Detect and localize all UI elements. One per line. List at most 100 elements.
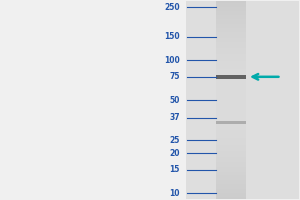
Bar (216, 116, 246, 117)
Bar (216, 18, 246, 19)
Bar (216, 179, 246, 180)
Bar (216, 190, 246, 191)
Bar (216, 89, 246, 90)
Bar (216, 124, 246, 125)
Bar (216, 17, 246, 18)
Bar (216, 23, 246, 24)
Bar (216, 102, 246, 103)
Bar (216, 192, 246, 193)
Bar (216, 22, 246, 23)
Bar (216, 21, 246, 22)
Bar (216, 34, 246, 35)
Bar (216, 111, 246, 112)
Bar (216, 87, 246, 88)
Bar (216, 149, 246, 150)
Bar (216, 166, 246, 167)
Bar (216, 98, 246, 99)
Bar (216, 154, 246, 155)
Bar (216, 169, 246, 170)
Bar (216, 47, 246, 48)
Bar (216, 35, 246, 36)
Bar (216, 70, 246, 71)
Bar (216, 137, 246, 138)
Bar (216, 9, 246, 10)
Bar (216, 67, 246, 68)
Bar (216, 148, 246, 149)
Bar (216, 92, 246, 93)
Bar (216, 5, 246, 6)
Bar (216, 165, 246, 166)
Bar (216, 195, 246, 196)
Bar (216, 105, 246, 106)
Bar (216, 57, 246, 58)
Bar (216, 140, 246, 141)
Bar (216, 43, 246, 44)
Bar (216, 51, 246, 52)
Bar (216, 33, 246, 34)
Bar (216, 72, 246, 73)
Bar (216, 88, 246, 89)
Bar (216, 90, 246, 91)
Bar (216, 175, 246, 176)
Bar (216, 28, 246, 29)
Bar (216, 95, 246, 96)
Bar (216, 178, 246, 179)
Bar (216, 181, 246, 182)
Bar (216, 1, 246, 2)
Text: 50: 50 (169, 96, 180, 105)
Bar (216, 104, 246, 105)
Bar (216, 185, 246, 186)
Bar (216, 77, 246, 78)
Bar (216, 153, 246, 154)
Bar (216, 8, 246, 9)
Bar (216, 58, 246, 59)
Bar (216, 36, 246, 37)
Bar (216, 110, 246, 111)
Bar (216, 86, 246, 87)
Bar (216, 198, 246, 199)
Text: 75: 75 (169, 72, 180, 81)
Bar (216, 2, 246, 3)
Bar (216, 15, 246, 16)
Bar (216, 46, 246, 47)
Bar (216, 133, 246, 134)
Bar (216, 144, 246, 145)
Bar (216, 54, 246, 55)
Text: 100: 100 (164, 56, 180, 65)
Bar (216, 134, 246, 135)
Bar (216, 85, 246, 86)
Bar (216, 156, 246, 157)
Bar (216, 12, 246, 13)
Bar (216, 123, 246, 124)
Bar (216, 138, 246, 139)
Bar (216, 163, 246, 164)
Bar (216, 10, 246, 11)
Bar (216, 174, 246, 175)
Bar (216, 160, 246, 161)
Bar (216, 39, 246, 40)
Bar (216, 6, 246, 7)
Bar (216, 167, 246, 168)
Bar (216, 55, 246, 56)
Bar (216, 97, 246, 98)
Bar (216, 191, 246, 192)
Bar (216, 172, 246, 173)
Bar (216, 60, 246, 61)
Bar (216, 107, 246, 108)
Bar (216, 100, 246, 101)
Bar (216, 50, 246, 51)
Bar (216, 75, 246, 79)
Bar (216, 69, 246, 70)
Bar (216, 20, 246, 21)
Bar (216, 114, 246, 115)
Bar (216, 53, 246, 54)
Bar (216, 182, 246, 183)
Bar (216, 38, 246, 39)
Bar (216, 141, 246, 142)
Bar (216, 108, 246, 109)
Text: 10: 10 (169, 189, 180, 198)
Bar (216, 24, 246, 25)
Bar (216, 63, 246, 64)
Bar (216, 48, 246, 49)
Bar (216, 146, 246, 147)
